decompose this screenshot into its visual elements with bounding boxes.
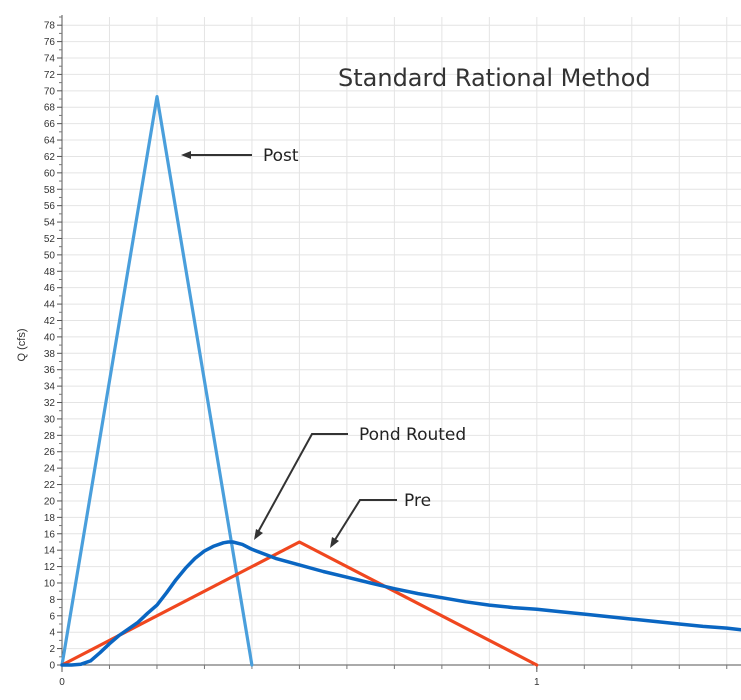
y-tick-label: 68 [44, 103, 56, 114]
series-line-post [60, 94, 254, 667]
y-tick-label: 52 [44, 234, 56, 245]
y-tick-label: 20 [44, 496, 56, 507]
y-tick-label: 72 [44, 70, 56, 81]
y-tick-label: 10 [44, 578, 56, 589]
y-tick-label: 66 [44, 119, 56, 130]
y-tick-label: 8 [49, 595, 55, 606]
grid [62, 17, 741, 665]
annotation-pond-routed-line [256, 433, 348, 535]
y-tick-label: 16 [44, 529, 56, 540]
y-axis-label: Q (cfs) [16, 329, 28, 362]
series-line-pond-routed [60, 540, 741, 667]
x-tick-label: 1 [534, 677, 540, 688]
annotation-pre: Pre [330, 491, 431, 548]
annotation-post: Post [181, 146, 299, 166]
y-tick-label: 2 [49, 644, 55, 655]
annotation-pre-text: Pre [404, 491, 431, 511]
y-tick-label: 56 [44, 201, 56, 212]
y-tick-label: 54 [44, 218, 56, 229]
y-tick-label: 22 [44, 480, 56, 491]
annotation-pre-line [332, 499, 397, 544]
y-tick-label: 28 [44, 431, 56, 442]
y-tick-label: 74 [44, 54, 56, 65]
chart-title: Standard Rational Method [338, 64, 651, 92]
annotation-pond-routed: Pond Routed [254, 425, 466, 540]
axes: 0246810121416182022242628303234363840424… [44, 15, 741, 688]
y-tick-label: 40 [44, 332, 56, 343]
y-tick-label: 18 [44, 513, 56, 524]
series-lines [60, 94, 741, 667]
y-tick-label: 46 [44, 283, 56, 294]
y-tick-label: 36 [44, 365, 56, 376]
y-tick-label: 26 [44, 447, 56, 458]
y-tick-label: 78 [44, 21, 56, 32]
y-tick-label: 50 [44, 250, 56, 261]
y-tick-label: 4 [49, 628, 55, 639]
y-tick-label: 32 [44, 398, 56, 409]
y-tick-label: 38 [44, 349, 56, 360]
annotation-pond-routed-arrowhead [254, 529, 263, 540]
x-tick-label: 0 [59, 677, 65, 688]
y-tick-label: 58 [44, 185, 56, 196]
annotation-pre-arrowhead [330, 537, 339, 548]
annotation-post-text: Post [263, 146, 299, 166]
y-tick-label: 14 [44, 546, 56, 557]
y-tick-label: 76 [44, 37, 56, 48]
y-tick-label: 24 [44, 464, 56, 475]
y-tick-label: 34 [44, 382, 56, 393]
y-tick-label: 62 [44, 152, 56, 163]
annotation-post-arrowhead [181, 151, 191, 159]
y-tick-label: 60 [44, 168, 56, 179]
series-line-pre [60, 540, 539, 667]
y-tick-label: 12 [44, 562, 56, 573]
y-tick-label: 44 [44, 300, 56, 311]
y-tick-label: 6 [49, 611, 55, 622]
y-tick-label: 48 [44, 267, 56, 278]
y-tick-label: 64 [44, 136, 56, 147]
y-tick-label: 30 [44, 414, 56, 425]
y-tick-label: 70 [44, 86, 56, 97]
y-tick-label: 42 [44, 316, 56, 327]
annotation-pond-routed-text: Pond Routed [359, 425, 466, 445]
y-tick-label: 0 [49, 661, 55, 672]
